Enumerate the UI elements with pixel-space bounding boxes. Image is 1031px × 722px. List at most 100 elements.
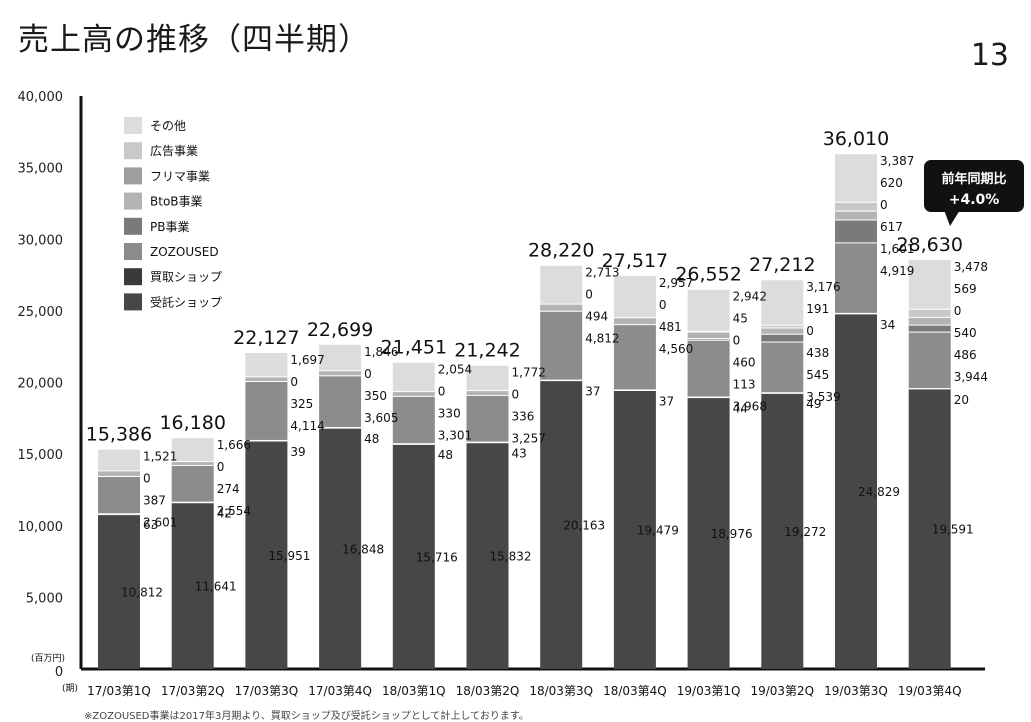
page-title: 売上高の推移（四半期） <box>18 22 370 58</box>
x-category-label: 18/03第3Q <box>529 684 593 698</box>
bar-segment <box>761 392 804 669</box>
segment-value-label: 545 <box>806 368 829 382</box>
bar-segment <box>392 443 435 669</box>
bar-total-label: 28,220 <box>528 240 594 262</box>
segment-value-label: 63 <box>143 518 158 532</box>
segment-value-label: 4,812 <box>585 332 619 346</box>
segment-value-label: 44 <box>733 402 748 416</box>
bar-segment <box>466 394 509 442</box>
segment-value-label: 24,829 <box>858 485 900 499</box>
x-category-label: 19/03第1Q <box>677 684 741 698</box>
bar-segment <box>908 308 951 317</box>
bar-segment <box>761 341 804 393</box>
segment-value-label: 39 <box>290 445 305 459</box>
segment-value-label: 1,521 <box>143 450 177 464</box>
segment-value-label: 0 <box>217 460 225 474</box>
segment-value-label: 617 <box>880 220 903 234</box>
bar-segment <box>245 440 288 669</box>
y-tick-label: 40,000 <box>18 90 64 105</box>
bar-segment <box>540 264 583 304</box>
bar-total-label: 21,242 <box>454 340 520 362</box>
segment-value-label: 42 <box>217 507 232 521</box>
segment-value-label: 2,942 <box>733 290 767 304</box>
bar-segment <box>245 352 288 377</box>
segment-value-label: 1,666 <box>217 438 251 452</box>
legend-swatch <box>124 243 142 260</box>
bar-total-label: 16,180 <box>159 412 225 434</box>
segment-value-label: 4,560 <box>659 342 693 356</box>
legend-label: フリマ事業 <box>150 169 210 183</box>
y-tick-label: 10,000 <box>18 520 64 535</box>
segment-value-label: 350 <box>364 389 387 403</box>
segment-value-label: 569 <box>954 282 977 296</box>
bar-segment <box>761 324 804 328</box>
bar-segment <box>835 313 877 669</box>
legend-swatch <box>124 268 142 286</box>
segment-value-label: 2,554 <box>217 504 251 518</box>
segment-value-label: 325 <box>290 397 313 411</box>
x-category-label: 18/03第2Q <box>456 684 520 698</box>
y-tick-label: 35,000 <box>18 162 64 177</box>
y-tick-label: 20,000 <box>18 377 64 392</box>
bar-segment <box>392 391 435 396</box>
segment-value-label: 0 <box>954 304 962 318</box>
bar-total-label: 27,517 <box>602 250 668 272</box>
bar-segment <box>540 310 583 380</box>
y-tick-label: 0 <box>55 665 63 680</box>
bar-segment <box>392 395 435 444</box>
x-category-label: 17/03第3Q <box>235 684 299 698</box>
bar-segment <box>908 316 951 325</box>
bar-segment <box>466 442 509 669</box>
bar-segment <box>540 380 583 669</box>
bar-total-label: 15,386 <box>86 424 152 446</box>
segment-value-label: 10,812 <box>121 586 163 600</box>
bar-total-label: 28,630 <box>896 234 962 256</box>
segment-value-label: 3,605 <box>364 411 398 425</box>
bar-segment <box>687 397 730 669</box>
bar-segment <box>392 361 435 392</box>
segment-value-label: 20,163 <box>563 519 605 533</box>
bar-segment <box>761 327 804 334</box>
segment-value-label: 2,054 <box>438 363 472 377</box>
segment-value-label: 0 <box>290 375 298 389</box>
bar-segment <box>687 339 730 397</box>
y-tick-label: 25,000 <box>18 305 64 320</box>
x-category-label: 19/03第3Q <box>824 684 888 698</box>
segment-value-label: 481 <box>659 320 682 334</box>
segment-value-label: 2,957 <box>659 276 693 290</box>
segment-value-label: 274 <box>217 482 240 496</box>
segment-value-label: 37 <box>659 394 674 408</box>
bar-segment <box>835 153 877 202</box>
segment-value-label: 540 <box>954 326 977 340</box>
segment-value-label: 1,772 <box>512 366 546 380</box>
segment-value-label: 4,919 <box>880 264 914 278</box>
segment-value-label: 48 <box>438 448 453 462</box>
segment-value-label: 18,976 <box>711 527 753 541</box>
bar-segment <box>761 279 804 325</box>
segment-value-label: 3,478 <box>954 260 988 274</box>
segment-value-label: 49 <box>806 397 821 411</box>
bar-total-label: 21,451 <box>381 337 447 359</box>
bar-segment <box>613 324 656 390</box>
segment-value-label: 19,591 <box>932 523 974 537</box>
y-tick-label: 5,000 <box>26 591 63 606</box>
segment-value-label: 4,114 <box>290 419 324 433</box>
segment-value-label: 3,539 <box>806 390 840 404</box>
segment-value-label: 0 <box>880 198 888 212</box>
bar-segment <box>835 201 877 211</box>
legend-label: その他 <box>150 119 186 133</box>
legend-label: BtoB事業 <box>150 195 203 209</box>
segment-value-label: 0 <box>143 472 151 486</box>
segment-value-label: 486 <box>954 348 977 362</box>
segment-value-label: 3,257 <box>512 432 546 446</box>
bar-segment <box>835 242 877 313</box>
segment-value-label: 191 <box>806 302 829 316</box>
segment-value-label: 37 <box>585 385 600 399</box>
chart-labels: 15,386 17/03第1Q 10,812 63 1,521 0 387 2,601 16,1… <box>86 128 988 698</box>
segment-value-label: 1,697 <box>290 353 324 367</box>
segment-value-label: 0 <box>364 367 372 381</box>
legend-label: PB事業 <box>150 220 189 234</box>
bar-segment <box>171 437 214 462</box>
segment-value-label: 15,832 <box>490 550 532 564</box>
x-category-label: 17/03第1Q <box>87 684 151 698</box>
